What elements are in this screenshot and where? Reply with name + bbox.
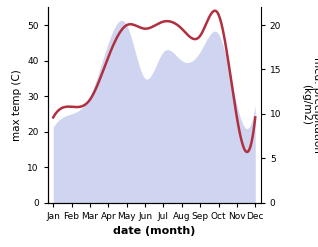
Y-axis label: max temp (C): max temp (C) [12,69,22,141]
X-axis label: date (month): date (month) [113,226,196,236]
Y-axis label: med. precipitation
(kg/m2): med. precipitation (kg/m2) [301,57,318,153]
